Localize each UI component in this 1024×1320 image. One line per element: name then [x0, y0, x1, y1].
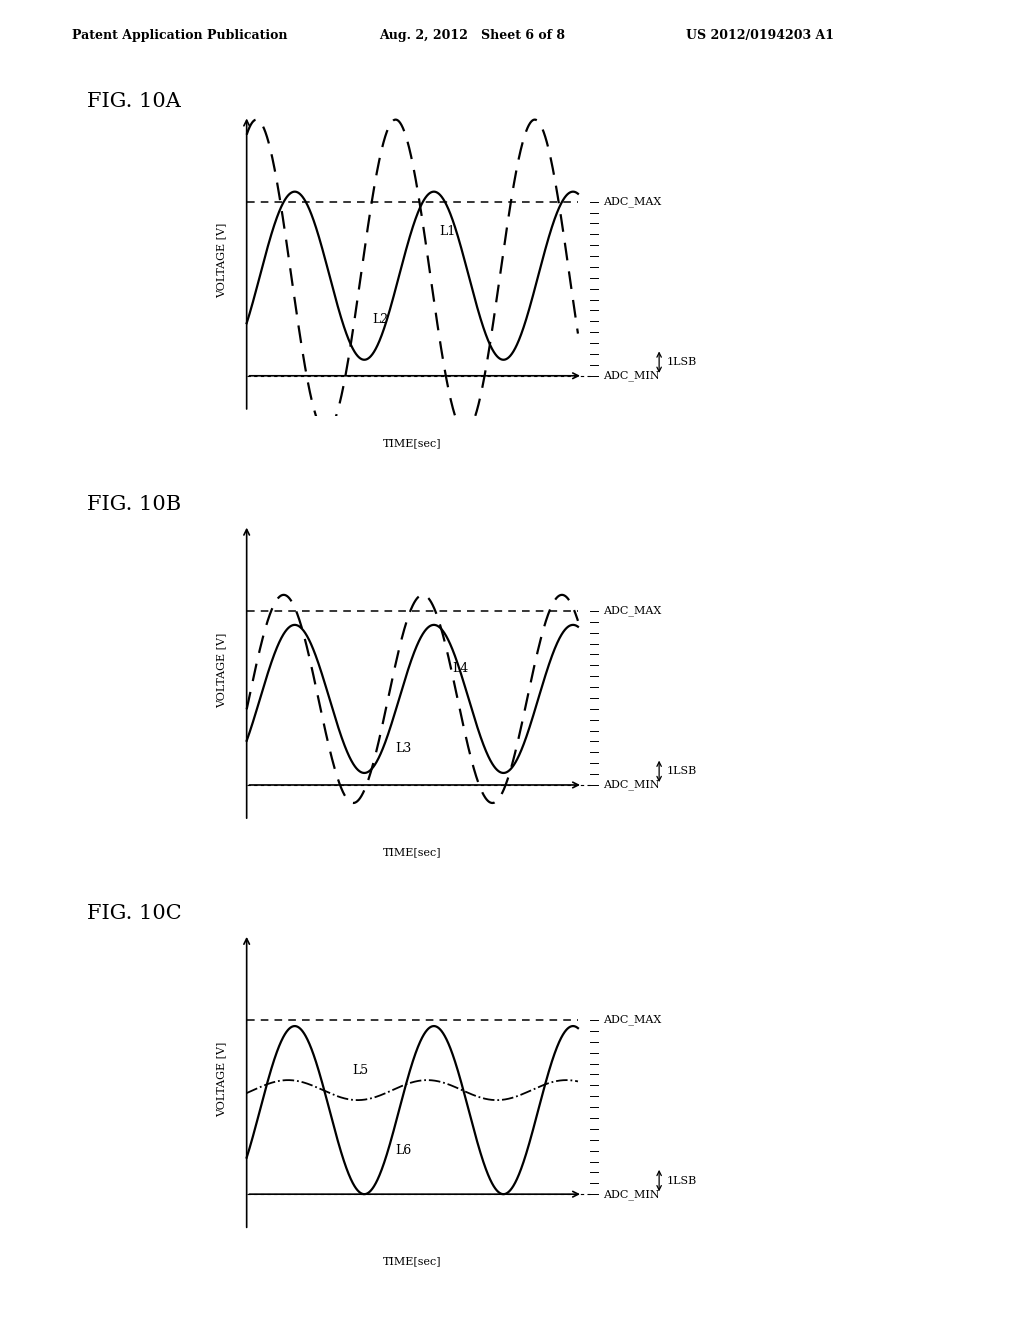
Text: TIME[sec]: TIME[sec]: [383, 438, 441, 447]
Text: L1: L1: [439, 226, 455, 238]
Text: ADC_MAX: ADC_MAX: [603, 606, 662, 616]
Text: ADC_MIN: ADC_MIN: [603, 780, 659, 791]
Text: 1LSB: 1LSB: [667, 1176, 696, 1185]
Text: ADC_MIN: ADC_MIN: [603, 1189, 659, 1200]
Text: 1LSB: 1LSB: [667, 358, 696, 367]
Text: VOLTAGE [V]: VOLTAGE [V]: [217, 632, 227, 708]
Text: ADC_MAX: ADC_MAX: [603, 1015, 662, 1026]
Text: L6: L6: [395, 1143, 412, 1156]
Text: ADC_MIN: ADC_MIN: [603, 371, 659, 381]
Text: US 2012/0194203 A1: US 2012/0194203 A1: [686, 29, 835, 42]
Text: FIG. 10C: FIG. 10C: [87, 904, 181, 923]
Text: L5: L5: [352, 1064, 369, 1077]
Text: FIG. 10A: FIG. 10A: [87, 92, 181, 111]
Text: VOLTAGE [V]: VOLTAGE [V]: [217, 223, 227, 298]
Text: 1LSB: 1LSB: [667, 767, 696, 776]
Text: Patent Application Publication: Patent Application Publication: [72, 29, 287, 42]
Text: TIME[sec]: TIME[sec]: [383, 1257, 441, 1266]
Text: TIME[sec]: TIME[sec]: [383, 847, 441, 857]
Text: L3: L3: [395, 742, 412, 755]
Text: L2: L2: [373, 313, 389, 326]
Text: L4: L4: [452, 663, 468, 676]
Text: FIG. 10B: FIG. 10B: [87, 495, 181, 513]
Text: Aug. 2, 2012   Sheet 6 of 8: Aug. 2, 2012 Sheet 6 of 8: [379, 29, 565, 42]
Text: VOLTAGE [V]: VOLTAGE [V]: [217, 1041, 227, 1117]
Text: ADC_MAX: ADC_MAX: [603, 197, 662, 207]
